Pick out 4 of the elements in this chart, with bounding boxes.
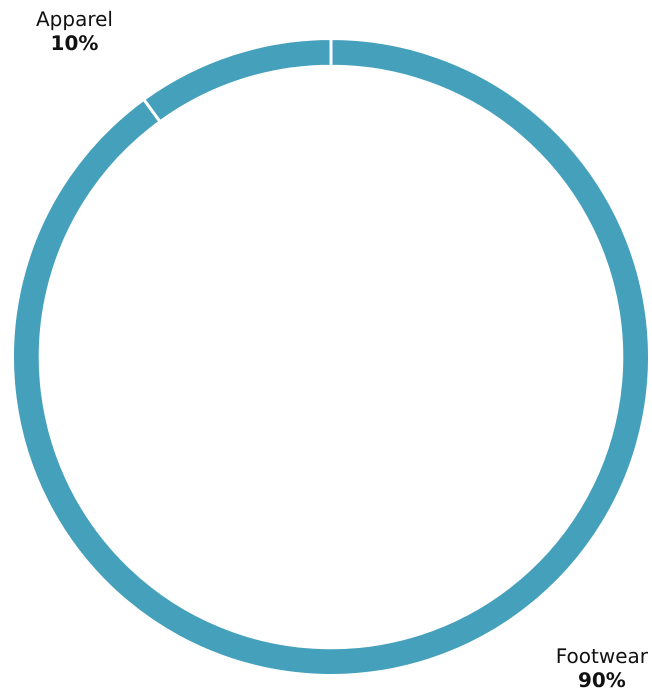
data-label: 90%: [578, 668, 626, 692]
data-label: 10%: [50, 31, 98, 55]
slice-label: Apparel: [36, 7, 113, 31]
slice-label: Footwear: [556, 644, 649, 668]
